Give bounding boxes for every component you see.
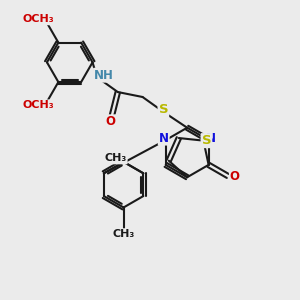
Text: CH₃: CH₃ [104,153,127,164]
Text: N: N [159,132,169,145]
Text: O: O [106,115,116,128]
Text: S: S [159,103,168,116]
Text: OCH₃: OCH₃ [22,100,54,110]
Text: S: S [202,134,211,147]
Text: O: O [230,169,240,182]
Text: NH: NH [94,69,114,82]
Text: N: N [206,132,216,145]
Text: CH₃: CH₃ [112,229,135,239]
Text: OCH₃: OCH₃ [22,14,54,24]
